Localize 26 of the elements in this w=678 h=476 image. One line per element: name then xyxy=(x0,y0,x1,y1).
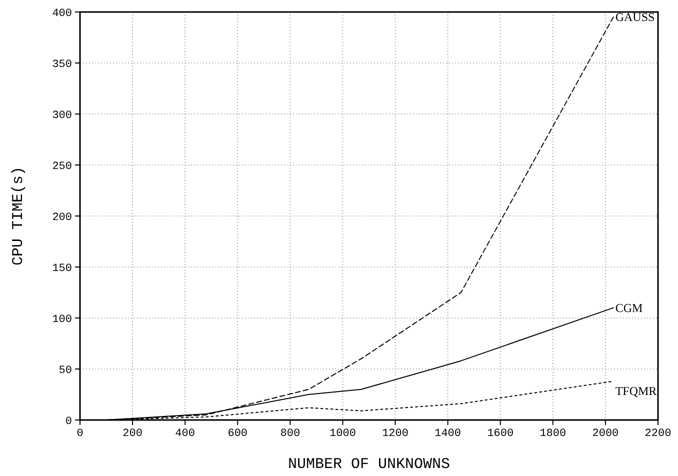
x-tick-label: 200 xyxy=(122,428,142,440)
x-tick-label: 800 xyxy=(280,428,300,440)
y-tick-label: 50 xyxy=(58,365,72,377)
x-tick-label: 1200 xyxy=(382,428,408,440)
x-axis-title: NUMBER OF UNKNOWNS xyxy=(288,456,450,473)
y-tick-label: 300 xyxy=(52,110,72,122)
x-tick-label: 1400 xyxy=(434,428,462,440)
x-tick-label: 2200 xyxy=(644,428,672,440)
series-label: CGM xyxy=(615,300,644,315)
x-tick-label: 1600 xyxy=(487,428,514,440)
y-tick-label: 100 xyxy=(52,314,72,326)
series-label: TFQMR xyxy=(615,384,657,398)
x-tick-label: 1000 xyxy=(330,428,356,440)
y-tick-label: 0 xyxy=(65,416,72,428)
x-tick-label: 0 xyxy=(76,428,84,440)
x-tick-label: 600 xyxy=(228,428,248,440)
series-label: GAUSS xyxy=(615,10,655,24)
y-tick-label: 350 xyxy=(52,59,72,71)
y-tick-label: 150 xyxy=(52,263,72,275)
x-tick-label: 400 xyxy=(175,428,195,440)
y-tick-label: 200 xyxy=(52,212,72,224)
y-tick-label: 250 xyxy=(52,161,72,173)
x-tick-label: 1800 xyxy=(540,428,566,440)
y-axis-title: CPU TIME(s) xyxy=(10,166,27,266)
x-tick-label: 2000 xyxy=(592,428,619,440)
y-tick-label: 400 xyxy=(52,8,72,20)
